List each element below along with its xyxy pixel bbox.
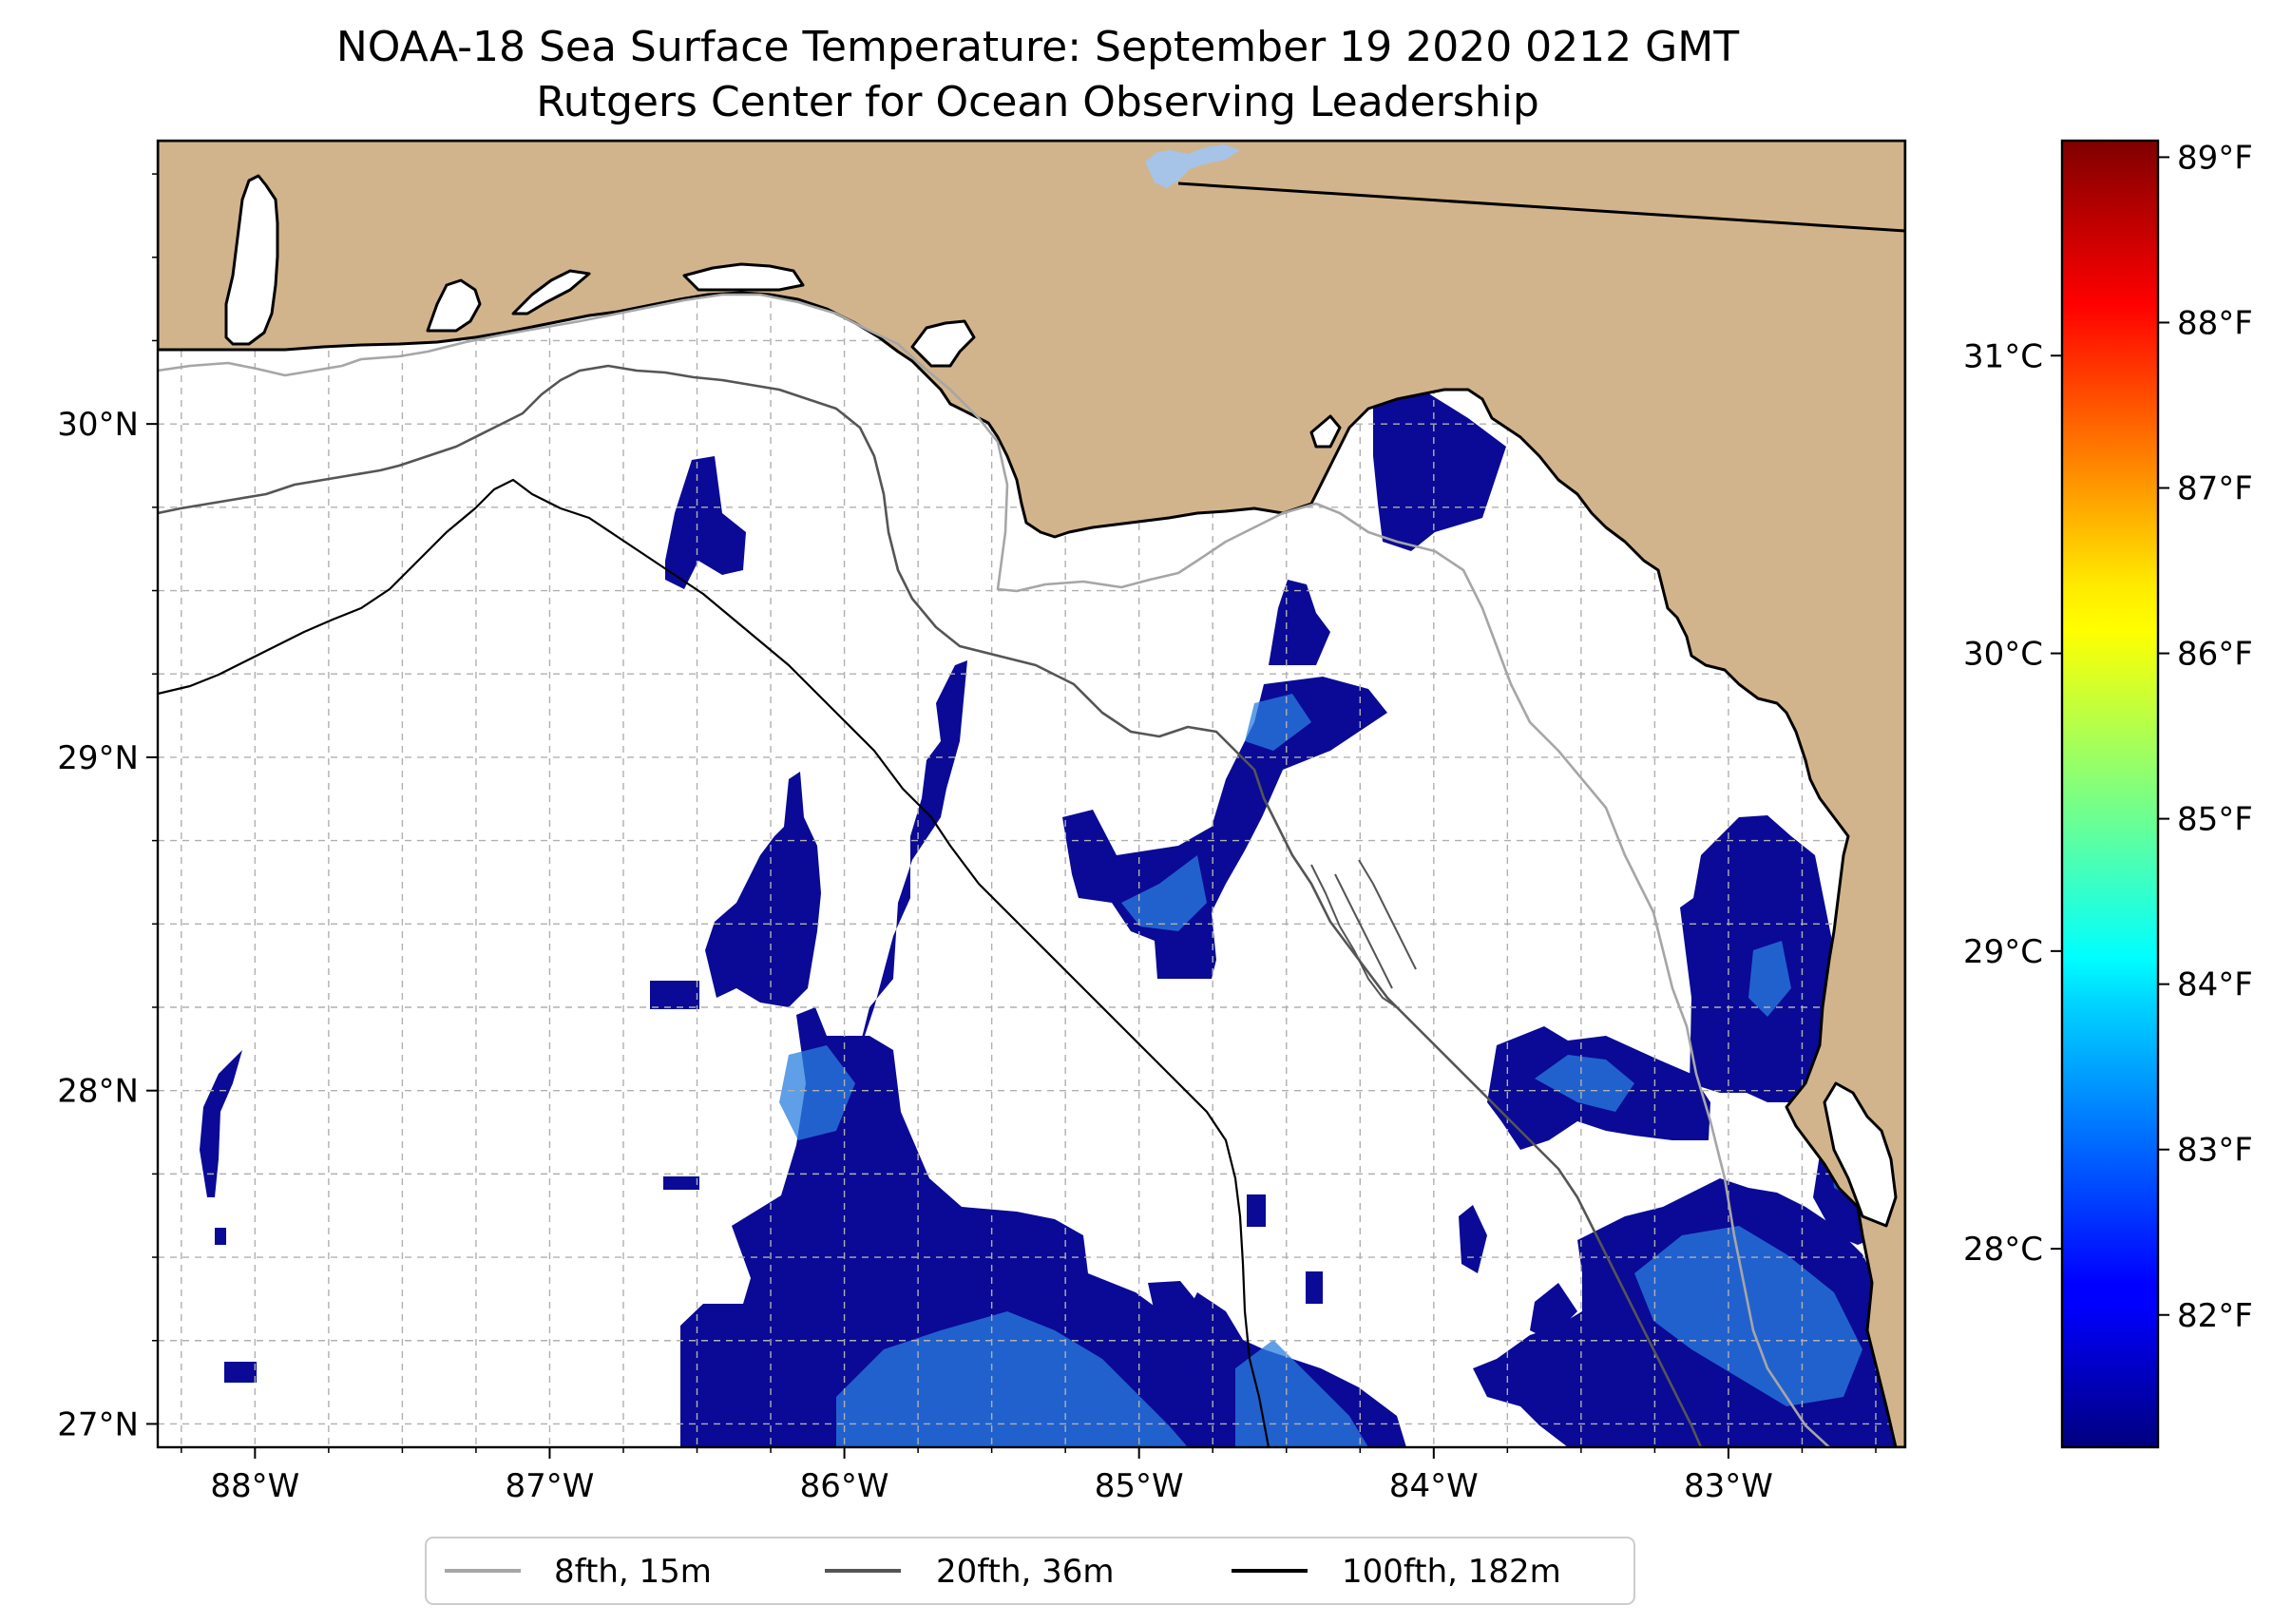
colorbar: 28°C 29°C 30°C 31°C 82°F 83°F 84°F 85°F 86°F 87°…: [1963, 139, 2253, 1449]
colorbar-fahrenheit-ticks: 82°F 83°F 84°F 85°F 86°F 87°F 88°F 89°F: [2158, 139, 2253, 1335]
colorbar-c-label: 28°C: [1963, 1231, 2043, 1269]
colorbar-f-label: 85°F: [2177, 801, 2253, 839]
sst-patch-west-1: [705, 772, 821, 1007]
colorbar-celsius-ticks: 28°C 29°C 30°C 31°C: [1963, 337, 2062, 1269]
tampa-bay: [1823, 1081, 1898, 1228]
sst-patch-north-1: [665, 456, 746, 589]
sst-patch-small-1: [224, 1362, 257, 1383]
colorbar-gradient: [2060, 139, 2160, 1449]
lon-axis: 88°W 87°W 86°W 85°W 84°W 83°W: [181, 1447, 1877, 1505]
chart-title: NOAA-18 Sea Surface Temperature: Septemb…: [336, 23, 1739, 71]
isobath-15m: [158, 293, 1830, 1447]
sst-patch-big-bend: [1373, 392, 1506, 551]
sst-patch-far-west: [200, 1050, 242, 1197]
lat-tick-label: 29°N: [57, 739, 139, 777]
lon-tick-label: 84°W: [1389, 1467, 1479, 1505]
legend-label-182m: 100fth, 182m: [1342, 1553, 1561, 1591]
colorbar-c-label: 29°C: [1963, 933, 2043, 971]
lat-axis: 27°N 28°N 29°N 30°N: [57, 173, 158, 1443]
sst-patch-small-2: [215, 1228, 226, 1245]
lon-tick-label: 83°W: [1684, 1467, 1773, 1505]
sst-patch-small-8: [1459, 1205, 1487, 1273]
sst-patch-small-9: [1530, 1283, 1577, 1340]
lat-tick-label: 27°N: [57, 1405, 139, 1443]
colorbar-f-label: 88°F: [2177, 304, 2253, 342]
pensacola-bay: [426, 278, 482, 333]
chart-subtitle: Rutgers Center for Ocean Observing Leade…: [536, 78, 1539, 126]
map-area: [158, 141, 1905, 1447]
sst-patch-small-5: [1148, 1281, 1205, 1349]
st-andrew-bay: [682, 262, 805, 292]
colorbar-c-label: 30°C: [1963, 636, 2043, 674]
land-layer: [158, 141, 1905, 1447]
gridlines: [158, 141, 1905, 1447]
sst-patch-small-4: [663, 1176, 699, 1190]
state-border: [1177, 182, 1905, 233]
colorbar-f-label: 86°F: [2177, 636, 2253, 674]
isobath-182m: [158, 478, 1270, 1447]
legend-label-15m: 8fth, 15m: [554, 1553, 712, 1591]
isobath-detail: [1310, 859, 1417, 1008]
lon-tick-label: 87°W: [506, 1467, 595, 1505]
lon-tick-label: 85°W: [1095, 1467, 1184, 1505]
colorbar-c-label: 31°C: [1963, 337, 2043, 375]
lon-tick-label: 86°W: [800, 1467, 889, 1505]
isobaths: [158, 293, 1830, 1447]
colorbar-f-label: 83°F: [2177, 1132, 2253, 1170]
lake: [1145, 144, 1240, 188]
legend-label-36m: 20fth, 36m: [936, 1553, 1115, 1591]
apalachee-bay: [1309, 414, 1342, 449]
map-frame: [156, 139, 1907, 1449]
isobath-36m: [158, 364, 1703, 1447]
sst-patch-small-7: [1306, 1271, 1323, 1304]
colorbar-f-label: 87°F: [2177, 470, 2253, 508]
sst-patch-small-3: [650, 981, 699, 1009]
colorbar-f-label: 89°F: [2177, 139, 2253, 177]
lon-tick-label: 88°W: [210, 1467, 299, 1505]
choctawhatchee-bay: [511, 269, 591, 315]
sst-patch-north-2: [1269, 580, 1330, 665]
sst-patch-southwest: [680, 1007, 1406, 1447]
sst-patch-west-column: [855, 660, 967, 1064]
mobile-bay: [224, 174, 279, 346]
legend-box: [425, 1537, 1635, 1605]
lat-tick-label: 28°N: [57, 1073, 139, 1111]
lat-tick-label: 30°N: [57, 406, 139, 444]
legend: 8fth, 15m 20fth, 36m 100fth, 182m: [425, 1537, 1635, 1605]
colorbar-f-label: 82°F: [2177, 1297, 2253, 1335]
colorbar-f-label: 84°F: [2177, 966, 2253, 1004]
apalachicola-bay: [910, 319, 976, 368]
sst-patch-small-6: [1247, 1194, 1266, 1227]
land-mass: [158, 141, 1905, 1447]
